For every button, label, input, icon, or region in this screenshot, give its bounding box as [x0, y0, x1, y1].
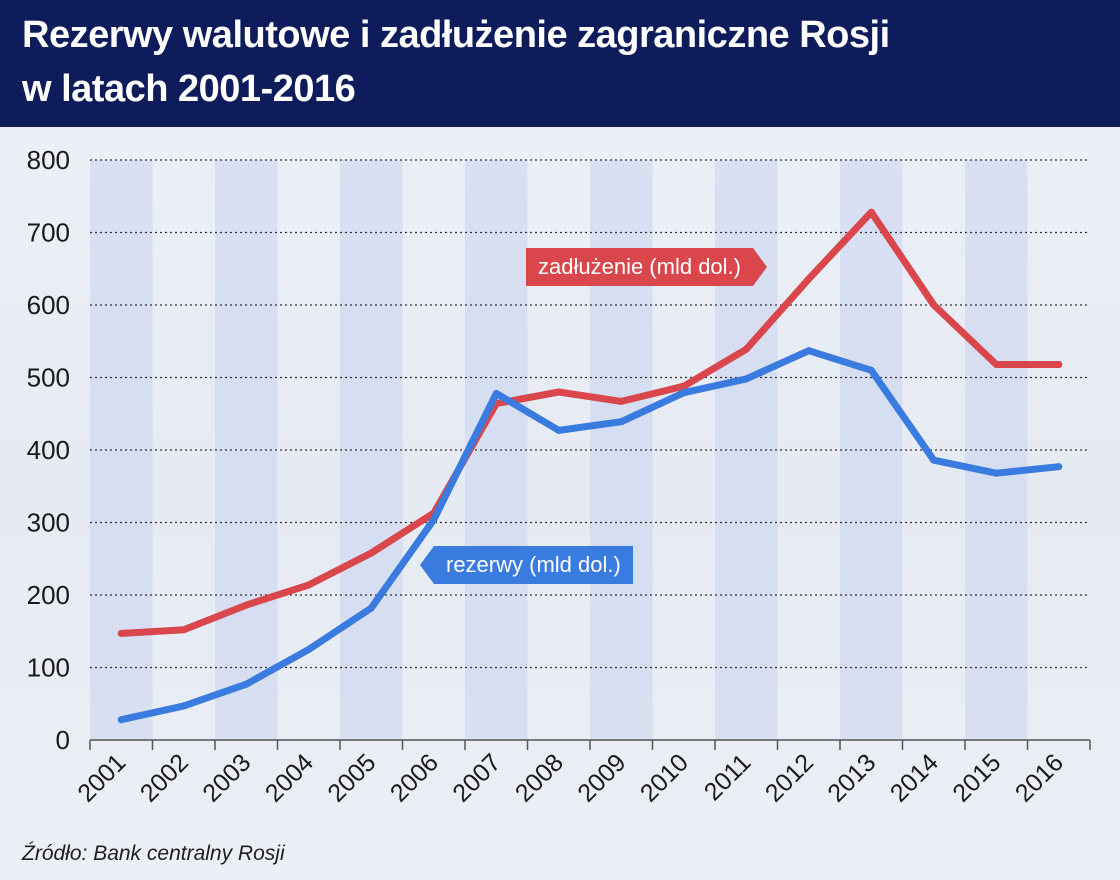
data-point-debt-2010 [680, 382, 688, 390]
x-tick-label-2016: 2016 [1010, 748, 1069, 807]
legend-label-debt: zadłużenie (mld dol.) [526, 248, 767, 286]
data-point-reserves-2006 [430, 516, 438, 524]
x-tick-label-2004: 2004 [260, 748, 319, 807]
y-tick-label: 300 [27, 508, 70, 538]
data-point-reserves-2014 [930, 456, 938, 464]
series-line-reserves [117, 347, 1063, 724]
x-tick-label-2006: 2006 [385, 748, 444, 807]
data-point-reserves-2005 [367, 604, 375, 612]
data-point-reserves-2010 [680, 389, 688, 397]
data-point-debt-2009 [617, 397, 625, 405]
data-point-debt-2014 [930, 301, 938, 309]
data-point-debt-2003 [242, 601, 250, 609]
data-point-debt-2011 [742, 345, 750, 353]
y-tick-label: 500 [27, 363, 70, 393]
data-point-debt-2002 [180, 626, 188, 634]
y-tick-label: 800 [27, 145, 70, 175]
data-point-debt-2004 [305, 581, 313, 589]
x-tick-label-2009: 2009 [572, 748, 631, 807]
x-tick-label-2001: 2001 [72, 748, 131, 807]
data-point-debt-2015 [992, 360, 1000, 368]
data-point-debt-2016 [1055, 360, 1063, 368]
data-point-reserves-2007 [492, 389, 500, 397]
y-tick-label: 400 [27, 435, 70, 465]
chart-title-line-2: w latach 2001-2016 [22, 68, 356, 110]
x-tick-label-2012: 2012 [760, 748, 819, 807]
legend-label-reserves: rezerwy (mld dol.) [420, 546, 633, 584]
data-point-reserves-2016 [1055, 463, 1063, 471]
gridlines [90, 159, 1090, 669]
y-tick-label: 200 [27, 580, 70, 610]
series-line-debt [117, 208, 1063, 637]
data-point-reserves-2015 [992, 469, 1000, 477]
data-point-debt-2013 [867, 208, 875, 216]
title-bar: Rezerwy walutowe i zadłużenie zagraniczn… [0, 0, 1120, 127]
source-note: Źródło: Bank centralny Rosji [22, 842, 285, 865]
x-tick-label-2002: 2002 [135, 748, 194, 807]
x-tick-label-2003: 2003 [197, 748, 256, 807]
data-point-reserves-2004 [305, 645, 313, 653]
data-point-reserves-2003 [242, 680, 250, 688]
x-tick-label-2015: 2015 [947, 748, 1006, 807]
data-point-reserves-2012 [805, 347, 813, 355]
x-tick-label-2013: 2013 [822, 748, 881, 807]
data-point-reserves-2013 [867, 366, 875, 374]
y-tick-label: 700 [27, 218, 70, 248]
data-point-reserves-2011 [742, 375, 750, 383]
chart-title-line-1: Rezerwy walutowe i zadłużenie zagraniczn… [22, 14, 890, 56]
series-lines [117, 208, 1063, 724]
y-tick-label: 100 [27, 653, 70, 683]
data-point-reserves-2008 [555, 426, 563, 434]
x-tick-label-2011: 2011 [699, 748, 757, 806]
data-point-reserves-2001 [117, 716, 125, 724]
x-tick-label-2005: 2005 [322, 748, 381, 807]
y-tick-label: 600 [27, 290, 70, 320]
data-point-debt-2012 [805, 275, 813, 283]
data-point-debt-2001 [117, 629, 125, 637]
x-tick-label-2014: 2014 [885, 748, 944, 807]
x-tick-label-2008: 2008 [510, 748, 569, 807]
data-point-reserves-2002 [180, 702, 188, 710]
x-tick-label-2007: 2007 [447, 748, 506, 807]
data-point-reserves-2009 [617, 418, 625, 426]
y-tick-label: 0 [56, 725, 70, 755]
data-point-debt-2008 [555, 388, 563, 396]
data-point-debt-2005 [367, 549, 375, 557]
x-tick-label-2010: 2010 [635, 748, 694, 807]
